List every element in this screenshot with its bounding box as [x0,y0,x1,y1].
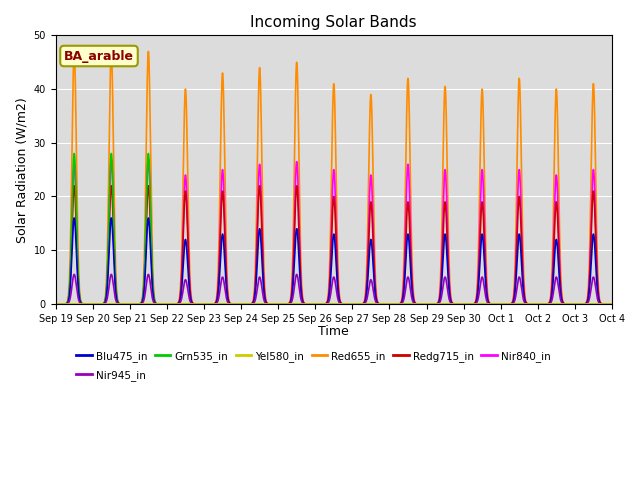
Yel580_in [52,301,60,307]
Blu475_in [481,272,489,277]
Redg715_in [70,183,78,189]
Blu475_in [173,301,181,307]
Yel580_in [639,301,640,307]
Yel580_in [554,301,562,307]
Redg715_in [429,301,436,307]
Blu475_in [519,283,527,289]
Yel580_in [481,301,489,307]
Red655_in [429,301,436,307]
Grn535_in [230,301,238,307]
Grn535_in [555,301,563,307]
Nir840_in [481,244,489,250]
Grn535_in [70,151,78,156]
Line: Nir840_in: Nir840_in [56,159,640,304]
Yel580_in [173,301,181,307]
Redg715_in [519,274,527,279]
Nir840_in [173,301,181,307]
Grn535_in [173,301,181,307]
Grn535_in [481,301,489,307]
Nir945_in [52,301,60,307]
Line: Nir945_in: Nir945_in [56,275,640,304]
Nir945_in [555,285,563,290]
Redg715_in [639,301,640,307]
Text: BA_arable: BA_arable [64,49,134,62]
Red655_in [52,301,60,307]
Nir840_in [108,156,115,162]
Nir945_in [639,301,640,307]
Redg715_in [481,258,489,264]
Redg715_in [555,239,563,244]
Blu475_in [429,301,436,307]
Yel580_in [429,301,436,307]
Yel580_in [519,301,527,307]
Grn535_in [52,301,60,307]
Nir945_in [429,301,436,307]
Line: Red655_in: Red655_in [56,51,640,304]
Nir945_in [519,294,527,300]
Redg715_in [173,301,181,307]
Grn535_in [639,301,640,307]
Red655_in [173,301,181,307]
Y-axis label: Solar Radiation (W/m2): Solar Radiation (W/m2) [15,97,28,242]
Nir840_in [429,301,436,307]
Line: Redg715_in: Redg715_in [56,186,640,304]
Title: Incoming Solar Bands: Incoming Solar Bands [250,15,417,30]
Blu475_in [555,262,563,267]
Redg715_in [52,301,60,307]
Red655_in [639,301,640,307]
Nir840_in [555,222,563,228]
Nir840_in [52,301,60,307]
Grn535_in [429,301,436,307]
Blu475_in [70,215,78,221]
Nir945_in [481,289,489,295]
Nir945_in [70,272,78,277]
Blu475_in [639,301,640,307]
Nir840_in [639,301,640,307]
Red655_in [70,48,78,54]
Grn535_in [519,301,527,307]
Legend: Nir945_in: Nir945_in [72,365,150,384]
Line: Grn535_in: Grn535_in [56,154,640,304]
Nir840_in [519,266,527,272]
Blu475_in [52,301,60,307]
Red655_in [555,169,563,175]
Nir945_in [173,301,181,307]
Red655_in [519,243,527,249]
X-axis label: Time: Time [319,325,349,338]
Red655_in [481,210,489,216]
Line: Blu475_in: Blu475_in [56,218,640,304]
